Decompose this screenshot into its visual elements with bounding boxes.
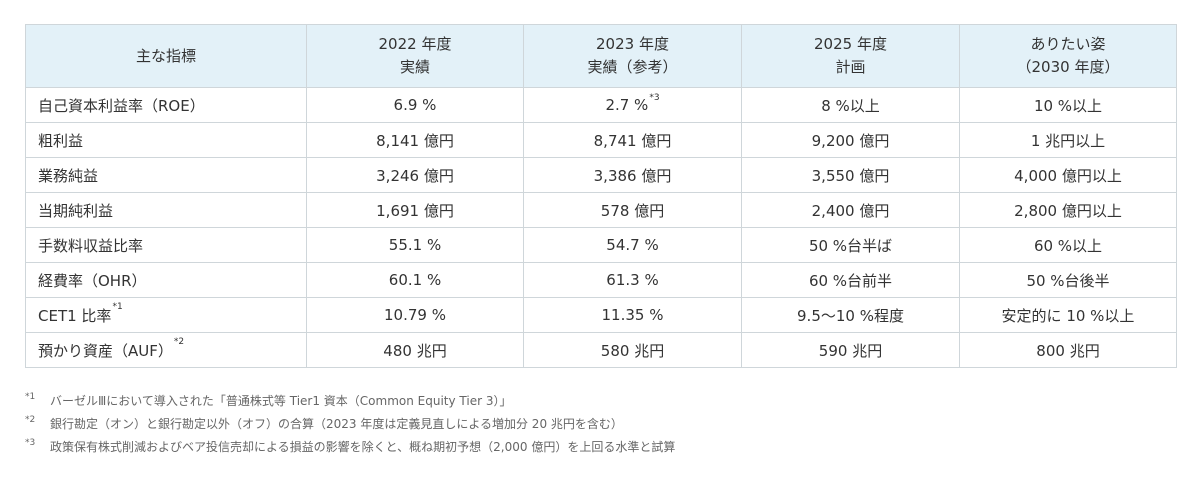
table-row: 当期純利益 1,691 億円 578 億円 2,400 億円 2,800 億円以… [25, 192, 1177, 228]
header-fy2022-type: 実績 [399, 58, 430, 76]
row-label: 経費率（OHR） [25, 262, 307, 298]
footnote-item: *2 銀行勘定（オン）と銀行勘定以外（オフ）の合算（2023 年度は定義見直しに… [25, 413, 1176, 436]
table-row: 粗利益 8,141 億円 8,741 億円 9,200 億円 1 兆円以上 [25, 122, 1177, 158]
cell-target-2030: 安定的に 10 %以上 [959, 297, 1177, 333]
cell-fy2023: 580 兆円 [523, 332, 742, 368]
cell-fy2025: 9.5～10 %程度 [741, 297, 960, 333]
cell-fy2023: 578 億円 [523, 192, 742, 228]
header-fy2025: 2025 年度 計画 [741, 24, 960, 88]
cell-target-2030: 2,800 億円以上 [959, 192, 1177, 228]
indicators-table-container: 主な指標 2022 年度 実績 2023 年度 実績（参考） 2025 年度 計… [25, 24, 1177, 368]
row-label-text: 業務純益 [38, 166, 99, 185]
row-label: CET1 比率*1 [25, 297, 307, 333]
cell-fy2023: 3,386 億円 [523, 157, 742, 193]
cell-fy2023: 11.35 % [523, 297, 742, 333]
row-label: 粗利益 [25, 122, 307, 158]
cell-target-2030: 50 %台後半 [959, 262, 1177, 298]
header-target-2030-title: ありたい姿 [1030, 35, 1106, 53]
footnote-ref: *3 [649, 93, 660, 103]
footnote-ref: *1 [112, 301, 123, 312]
header-indicator-label: 主な指標 [135, 46, 196, 65]
row-label-text: 当期純利益 [38, 201, 114, 220]
row-label: 業務純益 [25, 157, 307, 193]
header-fy2022-year: 2022 年度 [378, 35, 452, 53]
cell-fy2023: 8,741 億円 [523, 122, 742, 158]
footnote-mark: *1 [25, 392, 36, 402]
table-row: 預かり資産（AUF）*2 480 兆円 580 兆円 590 兆円 800 兆円 [25, 332, 1177, 368]
table-row: CET1 比率*1 10.79 % 11.35 % 9.5～10 %程度 安定的… [25, 297, 1177, 333]
row-label-text: 手数料収益比率 [38, 236, 144, 255]
key-indicators-table: 主な指標 2022 年度 実績 2023 年度 実績（参考） 2025 年度 計… [25, 24, 1177, 368]
cell-target-2030: 4,000 億円以上 [959, 157, 1177, 193]
footnote-item: *3 政策保有株式削減およびベア投信売却による損益の影響を除くと、概ね期初予想（… [25, 436, 1176, 459]
header-fy2023: 2023 年度 実績（参考） [523, 24, 742, 88]
cell-fy2025: 50 %台半ば [741, 227, 960, 263]
row-label: 預かり資産（AUF）*2 [25, 332, 307, 368]
header-fy2025-year: 2025 年度 [814, 35, 887, 53]
row-label-text: 経費率（OHR） [38, 271, 147, 290]
footnote-text: 銀行勘定（オン）と銀行勘定以外（オフ）の合算（2023 年度は定義見直しによる増… [50, 417, 623, 431]
header-target-2030-year: （2030 年度） [1016, 58, 1120, 76]
row-label-text: 自己資本利益率（ROE） [38, 96, 205, 115]
footnotes: *1 バーゼルⅢにおいて導入された「普通株式等 Tier1 資本（Common … [25, 390, 1176, 459]
table-header: 主な指標 2022 年度 実績 2023 年度 実績（参考） 2025 年度 計… [25, 24, 1177, 88]
row-label: 自己資本利益率（ROE） [25, 87, 307, 123]
cell-fy2022: 3,246 億円 [306, 157, 524, 193]
row-label: 当期純利益 [25, 192, 307, 228]
footnote-text: 政策保有株式削減およびベア投信売却による損益の影響を除くと、概ね期初予想（2,0… [50, 440, 676, 454]
cell-fy2025: 590 兆円 [741, 332, 960, 368]
header-fy2023-year: 2023 年度 [596, 35, 669, 53]
cell-fy2022: 55.1 % [306, 227, 524, 263]
header-fy2025-type: 計画 [835, 58, 866, 76]
header-fy2023-type: 実績（参考） [587, 58, 678, 76]
cell-target-2030: 800 兆円 [959, 332, 1177, 368]
footnote-mark: *2 [25, 415, 36, 425]
footnote-item: *1 バーゼルⅢにおいて導入された「普通株式等 Tier1 資本（Common … [25, 390, 1176, 413]
cell-target-2030: 60 %以上 [959, 227, 1177, 263]
table-row: 自己資本利益率（ROE） 6.9 % 2.7 %*3 8 %以上 10 %以上 [25, 87, 1177, 123]
row-label-text: 預かり資産（AUF） [38, 341, 173, 360]
cell-fy2022: 1,691 億円 [306, 192, 524, 228]
cell-fy2025: 8 %以上 [741, 87, 960, 123]
footnote-mark: *3 [25, 438, 36, 448]
table-row: 業務純益 3,246 億円 3,386 億円 3,550 億円 4,000 億円… [25, 157, 1177, 193]
cell-fy2025: 2,400 億円 [741, 192, 960, 228]
footnote-text: バーゼルⅢにおいて導入された「普通株式等 Tier1 資本（Common Equ… [50, 394, 512, 408]
cell-target-2030: 1 兆円以上 [959, 122, 1177, 158]
row-label: 手数料収益比率 [25, 227, 307, 263]
footnote-ref: *2 [173, 336, 185, 347]
cell-fy2023: 2.7 %*3 [523, 87, 742, 123]
header-row: 主な指標 2022 年度 実績 2023 年度 実績（参考） 2025 年度 計… [25, 24, 1177, 88]
row-label-text: 粗利益 [38, 131, 84, 150]
cell-fy2022: 480 兆円 [306, 332, 524, 368]
header-target-2030: ありたい姿 （2030 年度） [959, 24, 1177, 88]
row-label-text: CET1 比率 [38, 306, 112, 325]
cell-fy2022: 60.1 % [306, 262, 524, 298]
cell-fy2022: 10.79 % [306, 297, 524, 333]
table-row: 手数料収益比率 55.1 % 54.7 % 50 %台半ば 60 %以上 [25, 227, 1177, 263]
header-fy2022: 2022 年度 実績 [306, 24, 524, 88]
header-indicator: 主な指標 [25, 24, 307, 88]
cell-fy2025: 9,200 億円 [741, 122, 960, 158]
table-body: 自己資本利益率（ROE） 6.9 % 2.7 %*3 8 %以上 10 %以上 … [25, 87, 1177, 368]
cell-target-2030: 10 %以上 [959, 87, 1177, 123]
cell-fy2025: 60 %台前半 [741, 262, 960, 298]
cell-fy2022: 8,141 億円 [306, 122, 524, 158]
cell-fy2022: 6.9 % [306, 87, 524, 123]
cell-fy2023: 54.7 % [523, 227, 742, 263]
cell-fy2023: 61.3 % [523, 262, 742, 298]
cell-fy2025: 3,550 億円 [741, 157, 960, 193]
table-row: 経費率（OHR） 60.1 % 61.3 % 60 %台前半 50 %台後半 [25, 262, 1177, 298]
cell-fy2023-value: 2.7 % [605, 96, 649, 114]
